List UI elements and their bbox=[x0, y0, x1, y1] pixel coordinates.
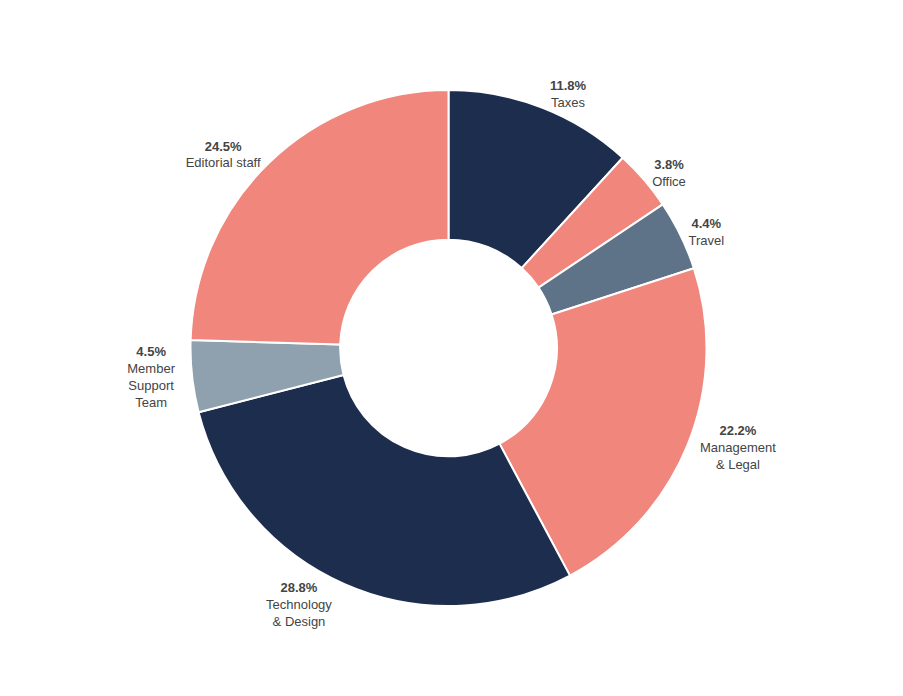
svg-text:3.8%Office: 3.8%Office bbox=[652, 157, 686, 189]
svg-text:4.5%MemberSupportTeam: 4.5%MemberSupportTeam bbox=[127, 344, 175, 410]
svg-text:28.8%Technology& Design: 28.8%Technology& Design bbox=[266, 580, 332, 629]
svg-text:11.8%Taxes: 11.8%Taxes bbox=[550, 78, 587, 110]
svg-text:4.4%Travel: 4.4%Travel bbox=[689, 216, 725, 248]
svg-text:22.2%Management& Legal: 22.2%Management& Legal bbox=[700, 423, 776, 472]
svg-text:24.5%Editorial staff: 24.5%Editorial staff bbox=[186, 139, 261, 171]
